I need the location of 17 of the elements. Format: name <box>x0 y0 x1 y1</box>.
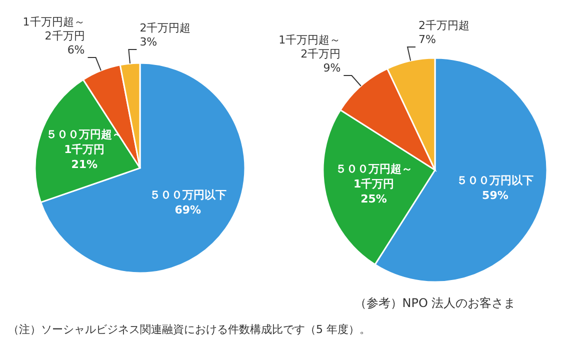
slice-label: 1千万円超～2千万円 <box>278 33 341 60</box>
slice-label: ５００万円以下 <box>456 174 534 187</box>
data-label: 25% <box>360 192 387 206</box>
text: （参考）NPO 法人のお客さま <box>354 296 516 310</box>
slice-label: 1千万円超～2千万円 <box>22 16 85 43</box>
slice-label: 2千万円超 <box>140 22 191 35</box>
slice-label: 2千万円超 <box>418 19 470 32</box>
data-label: 3% <box>140 36 158 49</box>
data-label: 21% <box>71 158 98 171</box>
data-label: 59% <box>482 189 508 202</box>
data-label: 7% <box>418 33 436 46</box>
data-label: 9% <box>323 61 341 74</box>
slice-label: ５００万円超～1千万円 <box>335 162 412 191</box>
data-label: 6% <box>67 44 85 57</box>
slice-label: ５００万円以下 <box>149 188 226 202</box>
data-label: 69% <box>174 204 202 217</box>
text: （注）ソーシャルビジネス関連融資における件数構成比です（5 年度）。 <box>8 323 370 336</box>
